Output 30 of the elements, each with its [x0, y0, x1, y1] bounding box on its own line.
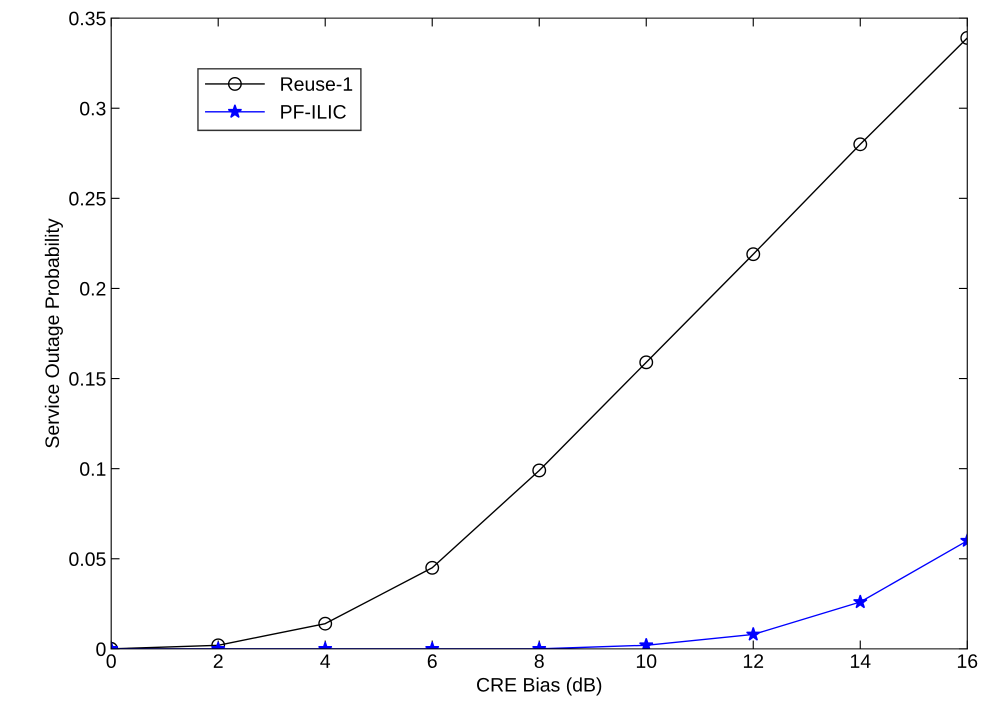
point — [318, 616, 332, 631]
x-tick-label: 14 — [850, 654, 871, 668]
point — [746, 247, 760, 262]
point — [746, 626, 761, 641]
x-tick-label: 0 — [106, 654, 116, 668]
y-axis-title: Service Outage Probability — [44, 218, 63, 448]
y-tick-label: 0 — [96, 642, 106, 656]
legend-label: Reuse-1 — [281, 77, 352, 91]
point — [852, 594, 868, 608]
x-tick-label: 4 — [320, 654, 330, 668]
point — [532, 464, 546, 478]
y-tick-label: 0.25 — [69, 192, 106, 206]
x-tick-label: 10 — [636, 654, 656, 668]
y-tick-label: 0.2 — [80, 282, 106, 296]
x-tick-label: 12 — [744, 654, 764, 668]
y-tick-label: 0.35 — [69, 12, 106, 26]
point — [425, 560, 440, 575]
point — [853, 137, 868, 152]
point — [639, 355, 654, 370]
legend-label: PF-ILIC — [281, 104, 346, 119]
y-tick-label: 0.05 — [69, 552, 106, 566]
x-tick-label: 6 — [428, 654, 437, 668]
y-tick-label: 0.15 — [69, 372, 106, 386]
x-tick-label: 8 — [534, 654, 544, 668]
y-tick-label: 0.3 — [80, 102, 106, 116]
x-tick-label: 16 — [958, 654, 978, 668]
x-axis-title: CRE Bias (dB) — [477, 677, 602, 696]
point — [638, 638, 654, 649]
y-tick-label: 0.1 — [80, 462, 106, 476]
x-tick-label: 2 — [214, 654, 223, 668]
